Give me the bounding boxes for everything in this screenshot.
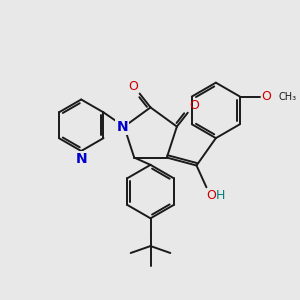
Text: O: O: [262, 90, 272, 103]
Text: O: O: [129, 80, 139, 93]
Text: N: N: [75, 152, 87, 166]
Text: H: H: [216, 189, 225, 202]
Text: O: O: [189, 99, 199, 112]
Text: N: N: [116, 120, 128, 134]
Text: CH₃: CH₃: [278, 92, 297, 101]
Text: O: O: [206, 189, 216, 202]
